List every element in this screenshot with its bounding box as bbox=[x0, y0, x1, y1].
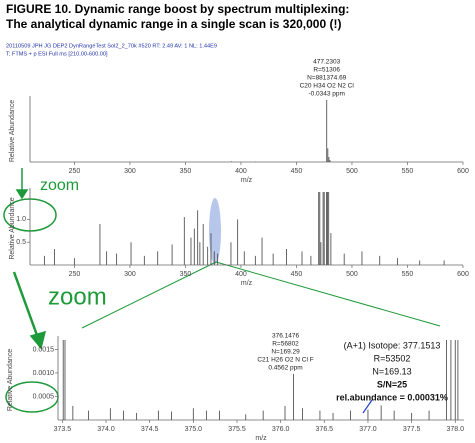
scan-info: 20110509 JPH JG DEP2 DynRangeTest Sol2_2… bbox=[6, 43, 217, 49]
x-tick-label: 250 bbox=[69, 271, 81, 278]
isotope-annotation: S/N=25 bbox=[377, 379, 407, 389]
x-tick-label: 375.0 bbox=[185, 426, 203, 433]
arrow-head bbox=[29, 330, 47, 350]
peak-annotation: R=51306 bbox=[313, 67, 340, 74]
x-tick-label: 550 bbox=[402, 168, 414, 175]
zoom-label: zoom bbox=[48, 283, 107, 310]
x-tick-label: 350 bbox=[180, 168, 192, 175]
figure-title: FIGURE 10. Dynamic range boost by spectr… bbox=[6, 2, 349, 16]
x-tick-label: 377.0 bbox=[359, 426, 377, 433]
x-tick-label: 450 bbox=[291, 271, 303, 278]
x-axis-label: m/z bbox=[241, 177, 253, 184]
x-tick-label: 350 bbox=[180, 271, 192, 278]
x-axis-label: m/z bbox=[241, 280, 253, 287]
x-tick-label: 300 bbox=[124, 271, 136, 278]
x-tick-label: 374.5 bbox=[141, 426, 159, 433]
y-axis-label: Relative Abundance bbox=[7, 349, 14, 411]
x-tick-label: 400 bbox=[235, 271, 247, 278]
x-tick-label: 373.5 bbox=[54, 426, 72, 433]
x-axis-label: m/z bbox=[255, 435, 267, 442]
arrow-head bbox=[15, 189, 29, 200]
x-tick-label: 378.0 bbox=[447, 426, 465, 433]
peak-annotation: C21 H26 O2 N Cl F bbox=[257, 357, 313, 364]
x-tick-label: 450 bbox=[291, 168, 303, 175]
peak-annotation: 0.4562 ppm bbox=[268, 365, 302, 372]
isotope-annotation: (A+1) Isotope: 377.1513 bbox=[344, 340, 441, 350]
isotope-annotation: N=169.13 bbox=[372, 366, 411, 376]
y-tick-label: 0.0005 bbox=[33, 393, 55, 400]
y-axis-label: Relative Abundance bbox=[9, 100, 16, 162]
isotope-annotation: rel.abundance = 0.00031% bbox=[336, 392, 448, 402]
y-tick-label: 0.0010 bbox=[33, 370, 55, 377]
peak-annotation: C20 H34 O2 N2 Cl bbox=[300, 83, 355, 90]
peak-annotation: 477.2303 bbox=[313, 59, 340, 66]
zoom-line bbox=[81, 261, 217, 329]
zoom-line bbox=[215, 261, 441, 327]
peak-annotation: R=56802 bbox=[272, 341, 299, 348]
isotope-annotation: R=53502 bbox=[374, 353, 411, 363]
peak-annotation: -0.0343 ppm bbox=[308, 91, 345, 98]
scan-info: T: FTMS + p ESI Full ms [210.00-600.00] bbox=[6, 51, 108, 57]
x-tick-label: 376.0 bbox=[272, 426, 290, 433]
figure-title: The analytical dynamic range in a single… bbox=[6, 17, 341, 31]
x-tick-label: 376.5 bbox=[316, 426, 334, 433]
x-tick-label: 500 bbox=[346, 168, 358, 175]
y-tick-label: 0.0015 bbox=[33, 346, 55, 353]
x-tick-label: 400 bbox=[235, 168, 247, 175]
x-tick-label: 375.5 bbox=[228, 426, 246, 433]
y-tick-label: 0.5 bbox=[16, 239, 26, 246]
peak-annotation: 376.1476 bbox=[272, 333, 299, 340]
x-tick-label: 377.5 bbox=[403, 426, 421, 433]
zoom-label: zoom bbox=[40, 177, 79, 194]
y-tick-label: 1.0 bbox=[16, 216, 26, 223]
x-tick-label: 550 bbox=[402, 271, 414, 278]
peak-annotation: N=881374.69 bbox=[307, 75, 347, 82]
x-tick-label: 600 bbox=[457, 168, 469, 175]
peak-annotation: N=169.29 bbox=[271, 349, 300, 356]
x-tick-label: 374.0 bbox=[97, 426, 115, 433]
x-tick-label: 300 bbox=[124, 168, 136, 175]
zoom-arrow bbox=[12, 271, 40, 339]
x-tick-label: 250 bbox=[69, 168, 81, 175]
highlight-ellipse bbox=[209, 198, 221, 264]
y-axis-label: Relative Abundance bbox=[9, 197, 16, 259]
x-tick-label: 600 bbox=[457, 271, 469, 278]
x-tick-label: 500 bbox=[346, 271, 358, 278]
pointer-line bbox=[362, 399, 373, 414]
